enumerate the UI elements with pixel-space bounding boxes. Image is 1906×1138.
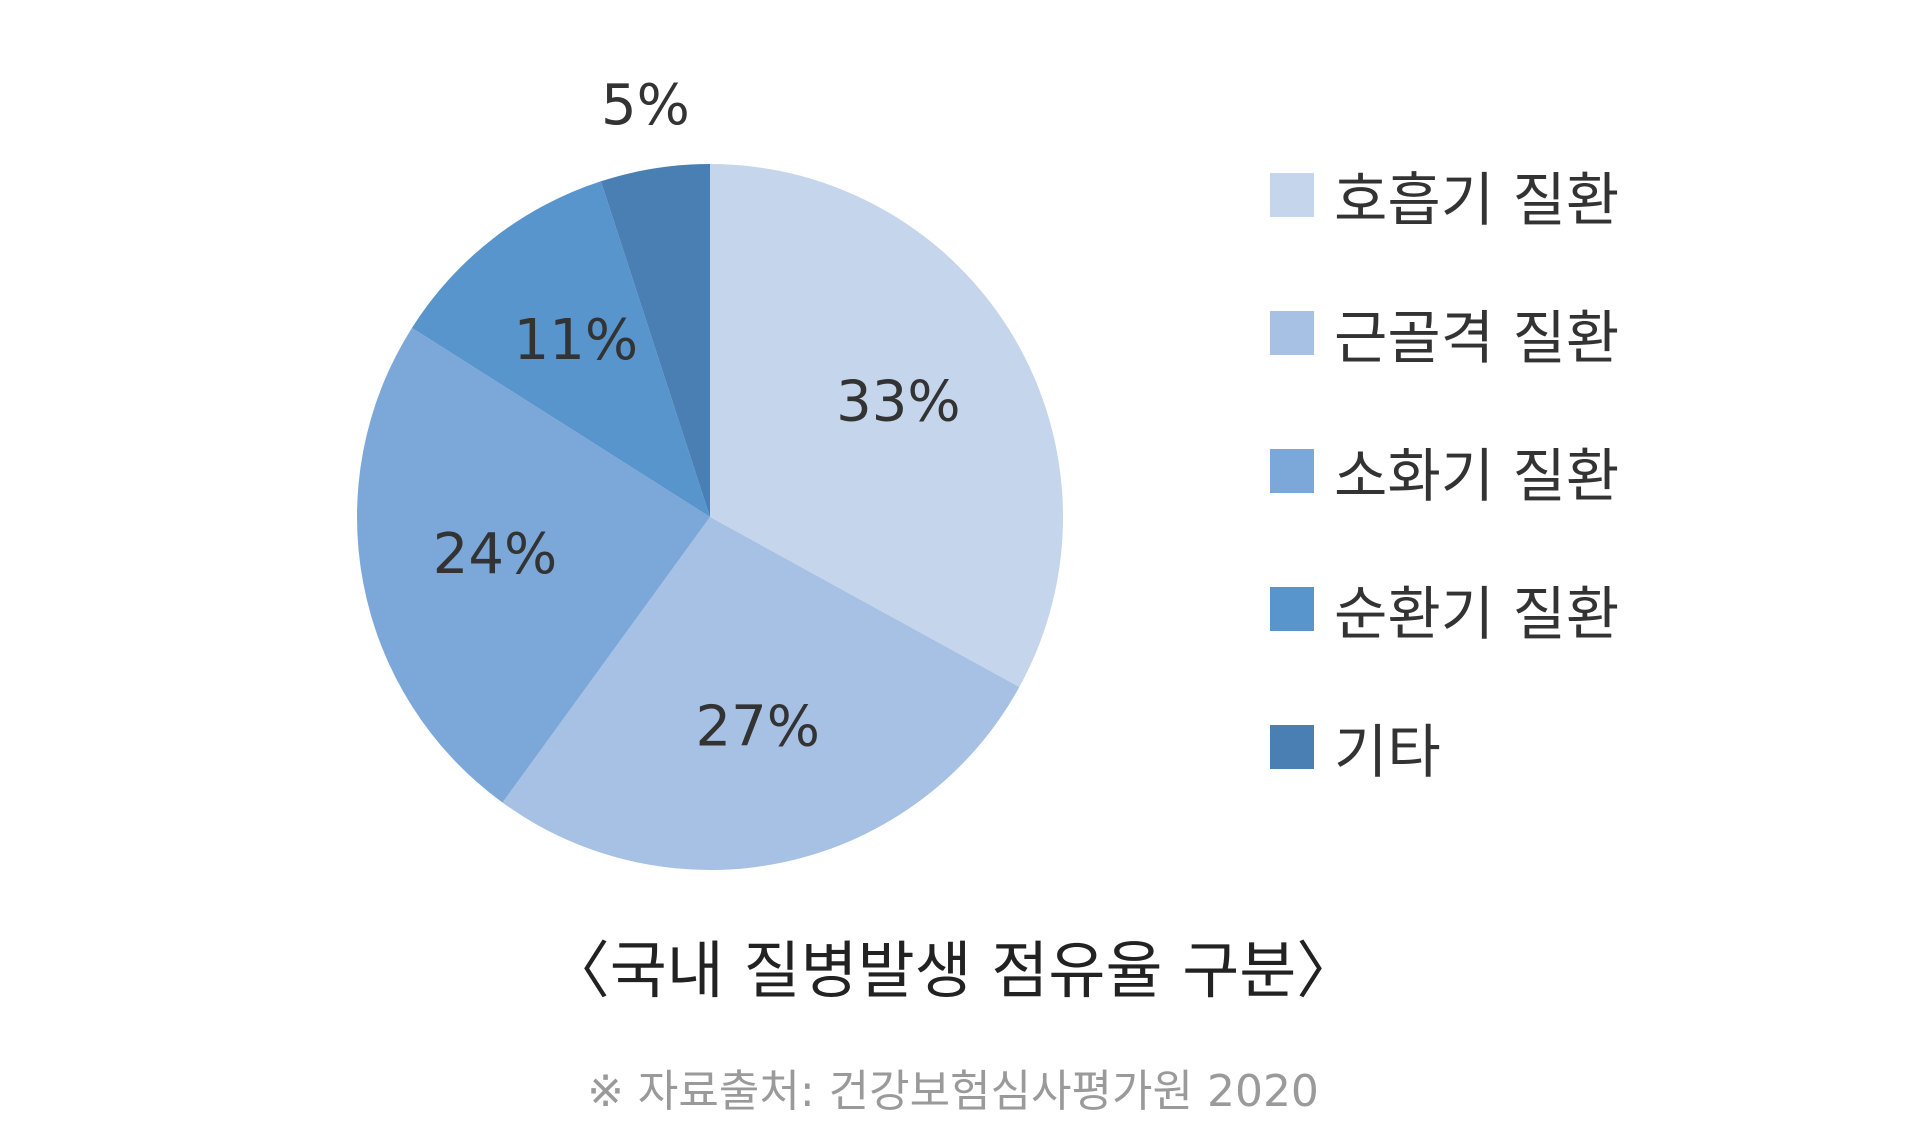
legend-label: 소화기 질환 (1334, 442, 1620, 510)
legend-item-4: 기타 (1270, 717, 1441, 786)
legend-swatch (1270, 449, 1314, 493)
slice-label-4: 5% (601, 73, 690, 138)
slice-label-0: 33% (836, 370, 960, 435)
legend-swatch (1270, 725, 1314, 769)
chart-title: 〈국내 질병발생 점유율 구분〉 (547, 934, 1359, 1007)
legend-swatch (1270, 587, 1314, 631)
slice-label-3: 11% (514, 308, 638, 373)
legend-item-1: 근골격 질환 (1270, 303, 1619, 372)
legend-swatch (1270, 173, 1314, 217)
pie-slice-2 (356, 327, 710, 803)
slice-label-2: 24% (433, 522, 557, 587)
legend-swatch (1270, 311, 1314, 355)
slice-label-1: 27% (696, 695, 820, 760)
legend-label: 순환기 질환 (1334, 580, 1620, 648)
pie-slice-3 (411, 181, 710, 518)
legend-item-0: 호흡기 질환 (1270, 165, 1619, 234)
legend-label: 호흡기 질환 (1334, 166, 1620, 234)
chart-source: ※ 자료출처: 건강보험심사평가원 2020 (587, 1066, 1319, 1117)
pie-slice-1 (502, 517, 1020, 870)
legend-item-2: 소화기 질환 (1270, 441, 1619, 510)
legend-item-3: 순환기 질환 (1270, 579, 1619, 648)
legend-label: 기타 (1334, 718, 1441, 786)
pie-slice-0 (710, 164, 1063, 688)
pie-slice-4 (600, 164, 710, 517)
legend-label: 근골격 질환 (1334, 304, 1620, 372)
